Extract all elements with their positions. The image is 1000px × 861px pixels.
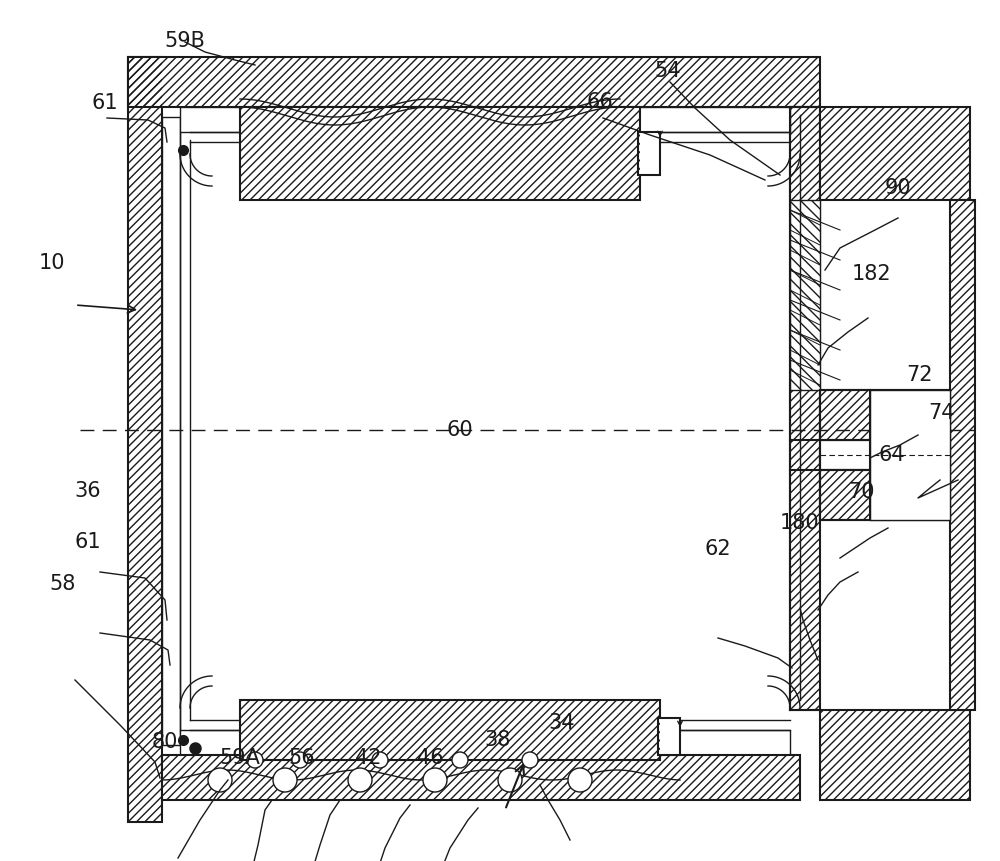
- Circle shape: [452, 752, 468, 768]
- Text: 46: 46: [417, 747, 443, 768]
- Bar: [658, 718, 680, 755]
- Bar: [820, 107, 970, 200]
- Text: 34: 34: [549, 713, 575, 734]
- Text: 61: 61: [75, 532, 101, 553]
- Bar: [790, 107, 820, 710]
- Bar: [128, 57, 820, 107]
- Circle shape: [498, 768, 522, 792]
- Circle shape: [247, 752, 263, 768]
- Bar: [128, 57, 820, 107]
- Text: 42: 42: [355, 747, 381, 768]
- Text: 61: 61: [92, 93, 118, 114]
- Circle shape: [372, 752, 388, 768]
- Bar: [950, 200, 975, 710]
- Bar: [180, 107, 790, 132]
- Text: 74: 74: [929, 403, 955, 424]
- Text: 56: 56: [289, 747, 315, 768]
- Circle shape: [208, 768, 232, 792]
- Bar: [128, 57, 162, 822]
- Circle shape: [273, 768, 297, 792]
- Text: 182: 182: [852, 263, 892, 284]
- Bar: [820, 107, 970, 200]
- Text: 10: 10: [39, 252, 65, 273]
- Circle shape: [522, 752, 538, 768]
- Bar: [950, 200, 975, 710]
- Text: 59B: 59B: [165, 31, 205, 52]
- Bar: [240, 107, 640, 200]
- Bar: [820, 710, 970, 800]
- Bar: [790, 200, 820, 390]
- Circle shape: [348, 768, 372, 792]
- Circle shape: [292, 752, 308, 768]
- Text: 54: 54: [655, 60, 681, 81]
- Text: 38: 38: [485, 730, 511, 751]
- Bar: [128, 57, 162, 822]
- Bar: [180, 730, 790, 755]
- Text: 36: 36: [75, 480, 101, 501]
- Bar: [790, 107, 820, 710]
- Bar: [820, 390, 950, 440]
- Bar: [870, 390, 950, 520]
- Text: 66: 66: [587, 91, 613, 112]
- Text: 62: 62: [705, 539, 731, 560]
- Text: 72: 72: [907, 364, 933, 385]
- Bar: [820, 710, 970, 800]
- Bar: [638, 132, 660, 175]
- Bar: [240, 700, 660, 760]
- Bar: [240, 700, 660, 760]
- Text: 80: 80: [152, 732, 178, 753]
- Bar: [820, 440, 950, 470]
- Text: 90: 90: [885, 177, 911, 198]
- Bar: [162, 117, 180, 745]
- Bar: [820, 470, 950, 520]
- Bar: [162, 755, 800, 800]
- Bar: [820, 470, 950, 520]
- Circle shape: [423, 768, 447, 792]
- Text: 59A: 59A: [220, 747, 260, 768]
- Text: 58: 58: [50, 573, 76, 594]
- Circle shape: [568, 768, 592, 792]
- Bar: [240, 107, 640, 200]
- Text: 60: 60: [447, 420, 473, 441]
- Bar: [162, 755, 800, 800]
- Text: 64: 64: [879, 444, 905, 465]
- Bar: [820, 390, 950, 440]
- Text: 180: 180: [780, 513, 820, 534]
- Bar: [790, 200, 820, 390]
- Text: 70: 70: [849, 482, 875, 503]
